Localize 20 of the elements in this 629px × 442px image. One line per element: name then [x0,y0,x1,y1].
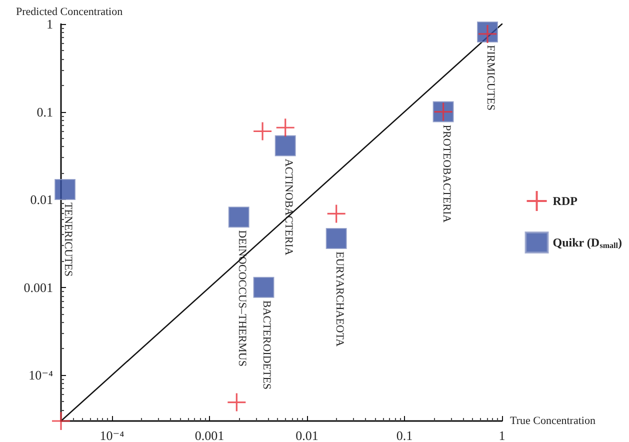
annotation: EURYARCHAEOTA [333,252,346,347]
annotation: DEINOCOCCUS–THERMUS [236,230,248,366]
y-tick-label: 10⁻⁴ [28,368,54,383]
x-axis-title: True Concentration [510,415,596,427]
annotation: TENERICUTES [62,202,74,277]
y-tick-label: 0.01 [30,192,53,208]
y-tick-label: 0.001 [24,280,53,295]
y-axis-title: Predicted Concentration [16,6,124,18]
y-tick-label: 0.1 [36,104,53,120]
x-tick-label: 10⁻⁴ [100,428,125,442]
x-tick-label: 0.1 [396,428,413,442]
annotation: BACTEROIDETES [260,300,273,390]
annotation: FIRMICUTES [484,45,496,110]
x-tick-label: 0.01 [296,428,318,442]
x-tick-label: 1 [498,428,506,442]
y-tick-label: 1 [46,16,53,32]
annotation: ACTINOBACTERIA [282,158,294,256]
x-tick-label: 0.001 [194,428,224,442]
legend-label: RDP [552,194,578,208]
annotation: PROTEOBACTERIA [440,124,452,223]
